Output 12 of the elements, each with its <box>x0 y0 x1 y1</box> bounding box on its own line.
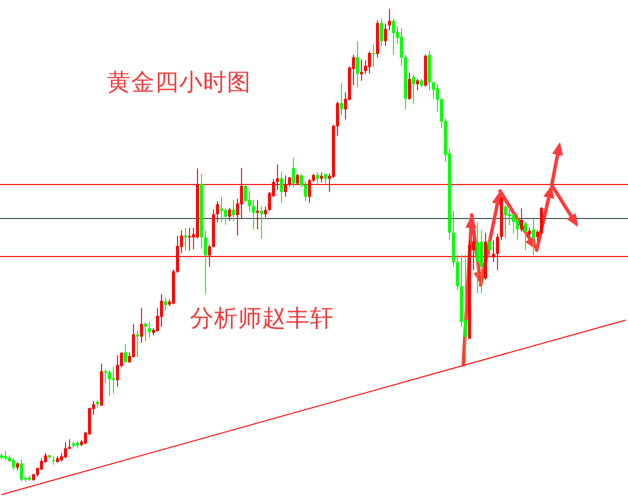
candlestick <box>184 228 187 251</box>
candlestick <box>372 44 375 68</box>
candlestick <box>220 196 223 222</box>
candlestick <box>260 206 263 239</box>
candlestick <box>188 228 191 251</box>
candlestick <box>112 366 115 394</box>
annotation: 分析师赵丰轩 <box>190 304 334 332</box>
text: 黄金四小时图 <box>107 68 251 96</box>
candlestick <box>52 456 55 465</box>
candlestick <box>360 60 363 81</box>
candlestick <box>256 200 259 230</box>
candlestick <box>136 331 139 358</box>
